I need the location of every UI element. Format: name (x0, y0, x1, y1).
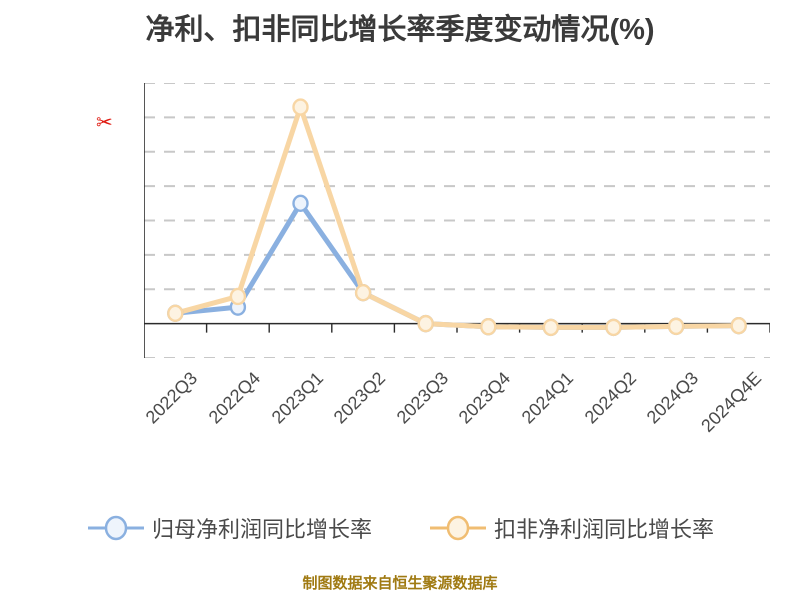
data-point-marker[interactable] (730, 316, 747, 335)
data-point-marker[interactable] (229, 287, 247, 306)
legend-item-net-profit[interactable]: 归母净利润同比增长率 (86, 512, 372, 544)
series-line-0 (172, 200, 742, 330)
data-point-marker[interactable] (292, 194, 309, 213)
data-point-marker[interactable] (480, 318, 497, 336)
data-point-marker[interactable] (542, 318, 560, 337)
data-point-marker[interactable] (605, 318, 622, 337)
chart-title: 净利、扣非同比增长率季度变动情况(%) (145, 14, 655, 46)
legend-marker-net-profit (87, 515, 144, 541)
data-point-marker[interactable] (292, 98, 309, 116)
series-line-1 (172, 104, 742, 330)
plot-area (144, 83, 770, 358)
legend-marker-deducted-profit (430, 515, 486, 541)
data-point-marker[interactable] (167, 304, 184, 323)
data-point-marker[interactable] (667, 317, 685, 336)
footer-source-note: 制图数据来自恒生聚源数据库 (302, 575, 498, 592)
y-axis-tick-labels: 7,0006,0005,0004,0003,0002,0001,0000-1,0… (0, 0, 144, 600)
legend-item-deducted-profit[interactable]: 扣非净利润同比增长率 (428, 512, 714, 544)
chart-legend: 归母净利润同比增长率 扣非净利润同比增长率 (0, 512, 800, 544)
chart-plot-svg (144, 83, 770, 358)
legend-label-deducted-profit: 扣非净利润同比增长率 (494, 517, 715, 542)
data-point-marker[interactable] (354, 283, 372, 302)
legend-label-net-profit: 归母净利润同比增长率 (151, 517, 372, 542)
data-point-marker[interactable] (417, 314, 434, 333)
scissors-icon: ✂ (96, 112, 113, 134)
